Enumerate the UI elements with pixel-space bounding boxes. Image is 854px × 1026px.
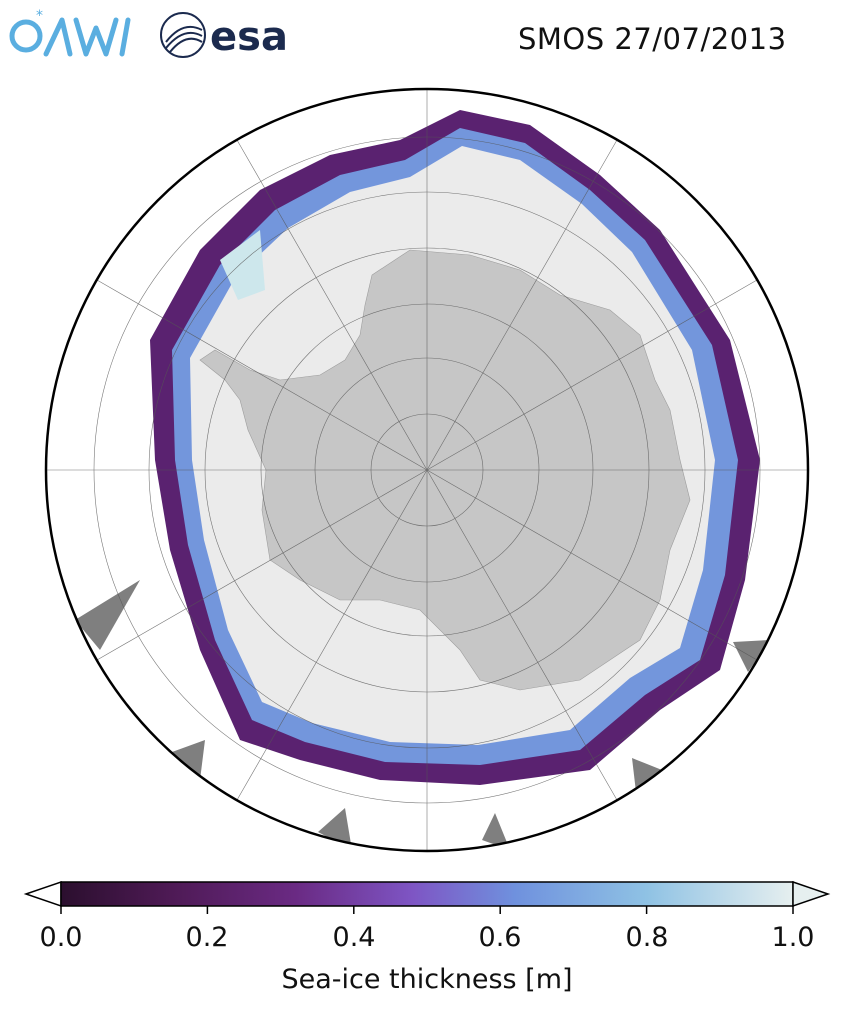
header: * esa SMOS 27/07/2013 bbox=[0, 0, 854, 80]
svg-text:esa: esa bbox=[210, 14, 288, 60]
svg-text:*: * bbox=[36, 8, 43, 24]
colorbar-tick-label: 0.6 bbox=[478, 922, 522, 953]
colorbar-gradient bbox=[60, 881, 794, 907]
colorbar-under-triangle bbox=[23, 880, 62, 908]
colorbar-tick-label: 0.0 bbox=[39, 922, 83, 953]
polar-map bbox=[44, 87, 810, 853]
awi-logo-icon: * bbox=[9, 8, 131, 57]
map-title: SMOS 27/07/2013 bbox=[518, 22, 787, 56]
colorbar-tick-label: 1.0 bbox=[771, 922, 815, 953]
colorbar-tick-label: 0.4 bbox=[332, 922, 376, 953]
colorbar-over-triangle bbox=[792, 880, 831, 908]
graticule bbox=[46, 89, 808, 851]
colorbar-tick-label: 0.2 bbox=[185, 922, 229, 953]
map-boundary bbox=[44, 87, 810, 853]
colorbar-label: Sea-ice thickness [m] bbox=[281, 964, 573, 995]
colorbar bbox=[23, 880, 831, 914]
esa-logo-icon: esa bbox=[160, 12, 288, 60]
colorbar-tick-label: 0.8 bbox=[625, 922, 669, 953]
